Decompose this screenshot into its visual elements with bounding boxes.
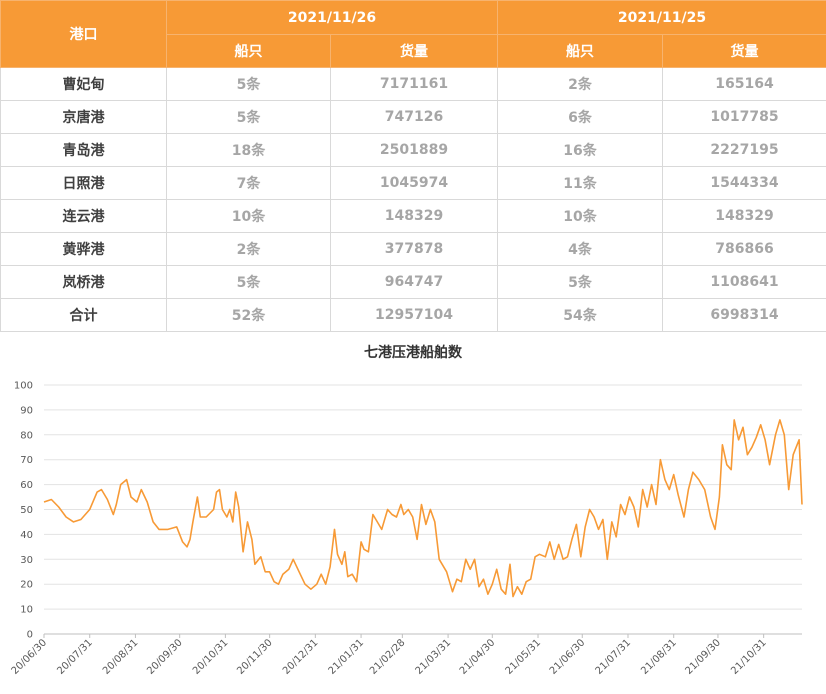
cell-cargo2: 2227195 bbox=[662, 133, 826, 167]
x-tick-label: 21/03/31 bbox=[414, 637, 454, 677]
cell-port: 日照港 bbox=[0, 166, 167, 200]
cell-cargo2: 786866 bbox=[662, 232, 826, 266]
y-tick-label: 0 bbox=[27, 630, 33, 641]
table-row: 日照港 7条 1045974 11条 1544334 bbox=[0, 166, 826, 200]
date2-header: 2021/11/25 bbox=[497, 0, 826, 35]
y-tick-label: 100 bbox=[14, 381, 33, 392]
y-tick-label: 40 bbox=[20, 530, 33, 541]
x-tick-label: 21/05/31 bbox=[504, 637, 544, 677]
table-row: 曹妃甸 5条 7171161 2条 165164 bbox=[0, 67, 826, 101]
x-tick-label: 20/07/31 bbox=[55, 637, 95, 677]
cell-cargo1: 12957104 bbox=[330, 298, 498, 332]
cell-cargo1: 747126 bbox=[330, 100, 498, 134]
x-tick-label: 20/11/30 bbox=[235, 637, 275, 677]
table-row: 岚桥港 5条 964747 5条 1108641 bbox=[0, 265, 826, 299]
y-tick-label: 50 bbox=[20, 505, 33, 516]
cell-port: 合计 bbox=[0, 298, 167, 332]
table-row: 合计 52条 12957104 54条 6998314 bbox=[0, 298, 826, 332]
x-tick-label: 21/09/30 bbox=[684, 637, 724, 677]
cargo2-header: 货量 bbox=[662, 34, 826, 68]
cell-ships2: 6条 bbox=[497, 100, 663, 134]
cell-ships2: 10条 bbox=[497, 199, 663, 233]
table-row: 黄骅港 2条 377878 4条 786866 bbox=[0, 232, 826, 266]
cell-port: 岚桥港 bbox=[0, 265, 167, 299]
series-line bbox=[43, 419, 803, 598]
port-table-body: 曹妃甸 5条 7171161 2条 165164 京唐港 5条 747126 6条 1017785… bbox=[0, 67, 826, 332]
table-row: 京唐港 5条 747126 6条 1017785 bbox=[0, 100, 826, 134]
cell-ships1: 52条 bbox=[166, 298, 331, 332]
cell-cargo1: 1045974 bbox=[330, 166, 498, 200]
x-tick-label: 20/06/30 bbox=[10, 637, 50, 677]
x-tick-label: 21/07/31 bbox=[594, 637, 634, 677]
x-tick-label: 21/01/31 bbox=[327, 637, 367, 677]
y-tick-label: 80 bbox=[20, 430, 33, 441]
cell-ships1: 5条 bbox=[166, 265, 331, 299]
cell-port: 黄骅港 bbox=[0, 232, 167, 266]
y-tick-label: 90 bbox=[20, 405, 33, 416]
y-tick-label: 20 bbox=[20, 580, 33, 591]
cell-cargo2: 1017785 bbox=[662, 100, 826, 134]
cell-ships2: 16条 bbox=[497, 133, 663, 167]
cell-cargo1: 377878 bbox=[330, 232, 498, 266]
y-axis-ticks: 0 10 20 30 40 50 60 70 80 90 100 bbox=[14, 381, 33, 641]
cell-ships1: 7条 bbox=[166, 166, 331, 200]
x-tick-label: 20/09/30 bbox=[145, 637, 185, 677]
x-tick-label: 21/10/31 bbox=[729, 637, 769, 677]
cell-port: 京唐港 bbox=[0, 100, 167, 134]
port-table: 港口 2021/11/26 2021/11/25 船只 货量 船只 货量 曹妃甸… bbox=[0, 0, 826, 332]
cell-port: 连云港 bbox=[0, 199, 167, 233]
x-tick-label: 21/08/31 bbox=[639, 637, 679, 677]
cell-cargo2: 165164 bbox=[662, 67, 826, 101]
y-tick-label: 10 bbox=[20, 605, 33, 616]
cell-ships2: 11条 bbox=[497, 166, 663, 200]
cell-ships1: 5条 bbox=[166, 67, 331, 101]
ships2-header: 船只 bbox=[497, 34, 663, 68]
table-row: 青岛港 18条 2501889 16条 2227195 bbox=[0, 133, 826, 167]
cell-cargo1: 148329 bbox=[330, 199, 498, 233]
cell-ships1: 18条 bbox=[166, 133, 331, 167]
chart-title: 七港压港船舶数 bbox=[364, 344, 463, 361]
x-axis-ticks: 20/06/30 20/07/31 20/08/31 20/09/30 20/10/31… bbox=[10, 634, 769, 677]
x-tick-label: 21/06/30 bbox=[548, 637, 588, 677]
x-tick-label: 20/08/31 bbox=[101, 637, 141, 677]
cell-port: 青岛港 bbox=[0, 133, 167, 167]
cell-cargo2: 1544334 bbox=[662, 166, 826, 200]
x-tick-label: 21/04/30 bbox=[458, 637, 498, 677]
cell-ships2: 2条 bbox=[497, 67, 663, 101]
cell-ships1: 2条 bbox=[166, 232, 331, 266]
cell-cargo2: 148329 bbox=[662, 199, 826, 233]
ships1-header: 船只 bbox=[166, 34, 331, 68]
cell-cargo1: 2501889 bbox=[330, 133, 498, 167]
cell-port: 曹妃甸 bbox=[0, 67, 167, 101]
date1-header: 2021/11/26 bbox=[166, 0, 498, 35]
x-tick-label: 20/10/31 bbox=[191, 637, 231, 677]
cell-ships2: 4条 bbox=[497, 232, 663, 266]
port-header: 港口 bbox=[0, 0, 167, 68]
table-row: 连云港 10条 148329 10条 148329 bbox=[0, 199, 826, 233]
cell-cargo2: 1108641 bbox=[662, 265, 826, 299]
cargo1-header: 货量 bbox=[330, 34, 498, 68]
x-tick-label: 21/02/28 bbox=[368, 637, 408, 677]
y-tick-label: 70 bbox=[20, 455, 33, 466]
y-tick-label: 30 bbox=[20, 555, 33, 566]
cell-ships2: 5条 bbox=[497, 265, 663, 299]
cell-ships1: 10条 bbox=[166, 199, 331, 233]
y-tick-label: 60 bbox=[20, 480, 33, 491]
cell-ships1: 5条 bbox=[166, 100, 331, 134]
x-tick-label: 20/12/31 bbox=[281, 637, 321, 677]
cell-cargo1: 7171161 bbox=[330, 67, 498, 101]
cell-cargo1: 964747 bbox=[330, 265, 498, 299]
cell-cargo2: 6998314 bbox=[662, 298, 826, 332]
cell-ships2: 54条 bbox=[497, 298, 663, 332]
